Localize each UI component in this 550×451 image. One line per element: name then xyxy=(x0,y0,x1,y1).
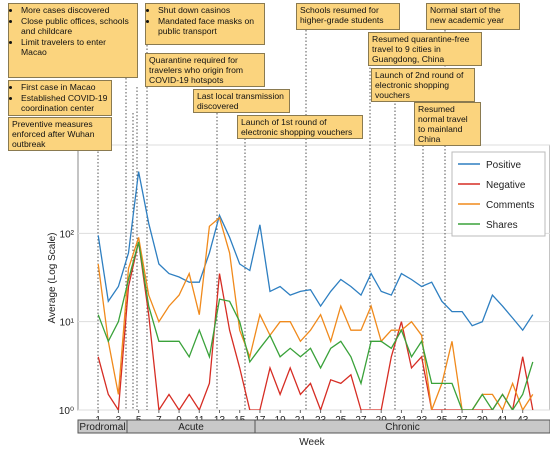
annotation-box: Resumed quarantine-free travel to 9 citi… xyxy=(368,32,482,66)
phase-label: Chronic xyxy=(385,422,419,433)
annotation-item: Shut down casinos xyxy=(158,5,261,15)
series-group xyxy=(97,171,534,410)
annotation-list: More cases discoveredClose public office… xyxy=(12,5,134,57)
annotation-box: Resumed normal travel to mainland China xyxy=(414,102,481,146)
legend-box xyxy=(451,151,546,237)
y-tick-label: 10¹ xyxy=(60,318,75,329)
annotation-box: Normal start of the new academic year xyxy=(426,3,520,30)
annotation-box: Launch of 1st round of electronic shoppi… xyxy=(237,115,363,139)
legend-label: Shares xyxy=(486,220,518,231)
phase-label: Prodromal xyxy=(79,422,125,433)
annotation-box: Last local transmission discovered xyxy=(193,89,290,113)
annotation-item: Established COVID-19 coordination center xyxy=(21,93,108,113)
annotation-box: Quarantine required for travelers who or… xyxy=(145,53,265,87)
annotation-box: Shut down casinosMandated face masks on … xyxy=(145,3,265,45)
annotation-box: Launch of 2nd round of electronic shoppi… xyxy=(371,68,475,102)
y-tick-label: 10² xyxy=(60,229,75,240)
annotation-item: Limit travelers to enter Macao xyxy=(21,37,134,57)
legend-label: Positive xyxy=(486,160,521,171)
line-series xyxy=(97,171,534,332)
annotation-list: Shut down casinosMandated face masks on … xyxy=(149,5,261,36)
annotation-list: First case in MacaoEstablished COVID-19 … xyxy=(12,82,108,113)
annotation-item: Mandated face masks on public transport xyxy=(158,16,261,36)
annotation-item: First case in Macao xyxy=(21,82,108,92)
y-axis-label: Average (Log Scale) xyxy=(47,233,58,324)
phase-label: Acute xyxy=(178,422,204,433)
line-series xyxy=(97,241,534,410)
y-tick-label: 10⁰ xyxy=(59,406,74,417)
annotation-item: Close public offices, schools and childc… xyxy=(21,16,134,36)
line-series xyxy=(97,241,534,410)
annotation-box: First case in MacaoEstablished COVID-19 … xyxy=(8,80,112,116)
x-axis-label: Week xyxy=(299,437,325,448)
annotation-item: More cases discovered xyxy=(21,5,134,15)
legend-label: Negative xyxy=(486,180,526,191)
phase-box xyxy=(254,419,550,434)
annotation-box: Preventive measures enforced after Wuhan… xyxy=(8,117,112,151)
legend-label: Comments xyxy=(486,200,534,211)
annotation-box: Schools resumed for higher-grade student… xyxy=(296,3,400,30)
line-series xyxy=(97,216,534,410)
annotation-box: More cases discoveredClose public office… xyxy=(8,3,138,78)
